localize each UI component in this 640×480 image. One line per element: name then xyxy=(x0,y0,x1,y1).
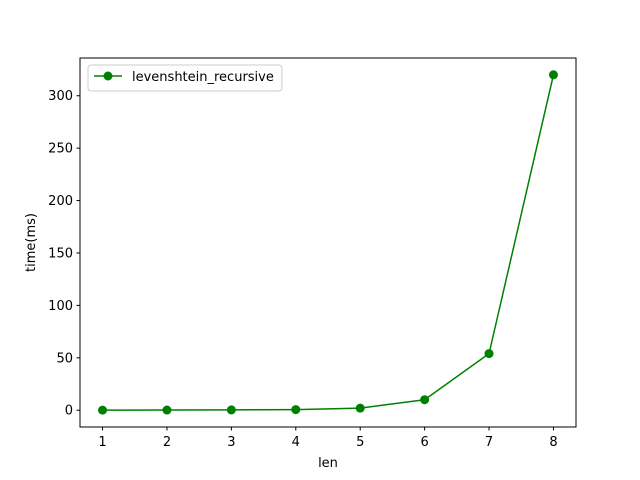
series-line xyxy=(102,74,555,411)
data-point xyxy=(484,349,494,359)
x-tick-label: 4 xyxy=(292,435,300,450)
data-point xyxy=(420,395,430,405)
y-tick-label: 250 xyxy=(48,142,73,157)
y-axis-title: time(ms) xyxy=(24,213,39,272)
x-tick-label: 7 xyxy=(485,435,493,450)
legend-entry-label: levenshtein_recursive xyxy=(132,70,274,85)
x-tick-label: 8 xyxy=(549,435,557,450)
legend-box xyxy=(87,64,283,92)
y-tick-label: 200 xyxy=(48,194,73,209)
data-point xyxy=(162,405,172,415)
y-tick-label: 100 xyxy=(48,299,73,314)
x-tick-label: 2 xyxy=(163,435,171,450)
x-tick-label: 5 xyxy=(356,435,364,450)
x-tick-label: 6 xyxy=(420,435,428,450)
x-axis: 1 2 3 4 5 6 7 8 xyxy=(98,427,558,450)
y-tick-label: 150 xyxy=(48,246,73,261)
x-axis-title: len xyxy=(318,456,338,471)
y-axis: 0 50 100 150 200 250 300 xyxy=(48,89,80,419)
data-point xyxy=(355,403,365,413)
data-point xyxy=(226,405,236,415)
series-layer xyxy=(98,70,558,415)
data-point xyxy=(291,405,301,415)
legend: levenshtein_recursive xyxy=(87,64,283,92)
legend-marker-swatch xyxy=(103,71,113,81)
plot-area xyxy=(79,57,577,428)
y-tick-label: 0 xyxy=(65,404,73,419)
x-tick-label: 3 xyxy=(227,435,235,450)
y-tick-label: 50 xyxy=(56,351,73,366)
y-tick-label: 300 xyxy=(48,89,73,104)
data-point xyxy=(98,405,108,415)
x-tick-label: 1 xyxy=(98,435,106,450)
data-point xyxy=(548,70,558,80)
